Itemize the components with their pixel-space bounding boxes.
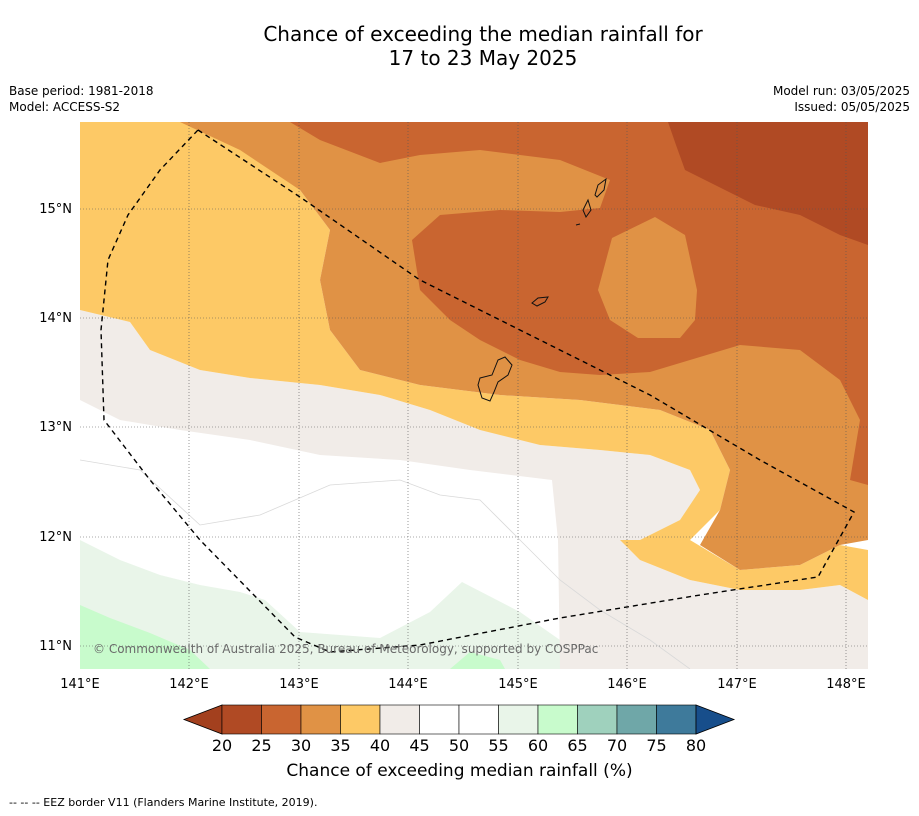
- island-saipan: [594, 177, 607, 198]
- region-55-60: [80, 540, 610, 669]
- region-40-45: [80, 310, 868, 669]
- colorbar-swatch: [616, 704, 657, 735]
- colorbar-swatch: [221, 704, 262, 735]
- colorbar-tick-label: 75: [646, 736, 666, 755]
- colorbar-swatch: [458, 704, 499, 735]
- map-area: © Commonwealth of Australia 2025, Bureau…: [80, 122, 868, 669]
- lon-label: 143°E: [279, 677, 319, 692]
- chart-title: Chance of exceeding the median rainfall …: [0, 22, 919, 70]
- title-line-2: 17 to 23 May 2025: [388, 46, 578, 70]
- eez-legend: -- -- -- EEZ border V11 (Flanders Marine…: [9, 796, 318, 809]
- colorbar-swatch: [419, 704, 460, 735]
- islands: [477, 177, 607, 402]
- colorbar-arrow-right: [695, 704, 736, 735]
- lat-labels: 15°N 14°N 13°N 12°N 11°N: [39, 202, 72, 654]
- colorbar-tick-label: 35: [330, 736, 350, 755]
- colorbar-tick-label: 70: [607, 736, 627, 755]
- region-20-25: [668, 122, 868, 245]
- colorbar-tick-label: 25: [251, 736, 271, 755]
- graticule: [80, 122, 868, 669]
- colorbar-swatch: [340, 704, 381, 735]
- colorbar-swatch: [300, 704, 341, 735]
- model-name: Model: ACCESS-S2: [9, 100, 121, 114]
- colorbar-label: Chance of exceeding median rainfall (%): [286, 761, 633, 781]
- colorbar-swatch: [656, 704, 697, 735]
- model-run: Model run: 03/05/2025: [772, 84, 910, 98]
- lat-label: 12°N: [39, 530, 72, 545]
- colorbar-tick-label: 45: [409, 736, 429, 755]
- colorbar-tick-label: 20: [212, 736, 232, 755]
- island-guam: [477, 356, 513, 402]
- colorbar-tick-label: 65: [567, 736, 587, 755]
- colorbar-tick-label: 40: [370, 736, 390, 755]
- colorbar-tick-label: 80: [686, 736, 706, 755]
- region-60-65-south: [450, 652, 505, 669]
- colorbar-tick-label: 55: [488, 736, 508, 755]
- lon-label: 145°E: [498, 677, 538, 692]
- colorbar-swatch: [379, 704, 420, 735]
- colorbar-swatch: [261, 704, 302, 735]
- colorbar-tick-label: 30: [291, 736, 311, 755]
- island-tinian: [582, 198, 592, 219]
- issued-date: Issued: 05/05/2025: [794, 100, 910, 114]
- copyright-text: © Commonwealth of Australia 2025, Bureau…: [93, 642, 598, 656]
- colorbar-swatch: [498, 704, 539, 735]
- lat-label: 11°N: [39, 639, 72, 654]
- colorbar-tick-label: 50: [449, 736, 469, 755]
- info-left: Base period: 1981-2018 Model: ACCESS-S2: [9, 83, 154, 115]
- lon-label: 144°E: [388, 677, 428, 692]
- title-line-1: Chance of exceeding the median rainfall …: [263, 22, 703, 46]
- colorbar: [182, 704, 736, 735]
- lat-label: 13°N: [39, 420, 72, 435]
- colorbar-swatch: [537, 704, 578, 735]
- colorbar-arrow-left: [182, 704, 223, 735]
- lon-label: 148°E: [826, 677, 866, 692]
- lon-label: 146°E: [607, 677, 647, 692]
- region-25-30: [290, 122, 868, 485]
- colorbar-swatch: [577, 704, 618, 735]
- region-30-35-inner: [598, 217, 697, 338]
- colorbar-tick-label: 60: [528, 736, 548, 755]
- lat-label: 14°N: [39, 311, 72, 326]
- island-rota: [531, 296, 549, 307]
- lon-labels: 141°E 142°E 143°E 144°E 145°E 146°E 147°…: [60, 677, 866, 692]
- eez-border: [100, 129, 855, 653]
- colorbar-ticks: 20 25 30 35 40 45 50 55 60 65 70 75 80: [212, 736, 706, 755]
- base-period: Base period: 1981-2018: [9, 84, 154, 98]
- region-35-40: [80, 122, 868, 669]
- lon-label: 147°E: [717, 677, 757, 692]
- lon-label: 142°E: [169, 677, 209, 692]
- lat-label: 15°N: [39, 202, 72, 217]
- region-60-65: [80, 605, 210, 669]
- lon-label: 141°E: [60, 677, 100, 692]
- info-right: Model run: 03/05/2025 Issued: 05/05/2025: [773, 83, 910, 115]
